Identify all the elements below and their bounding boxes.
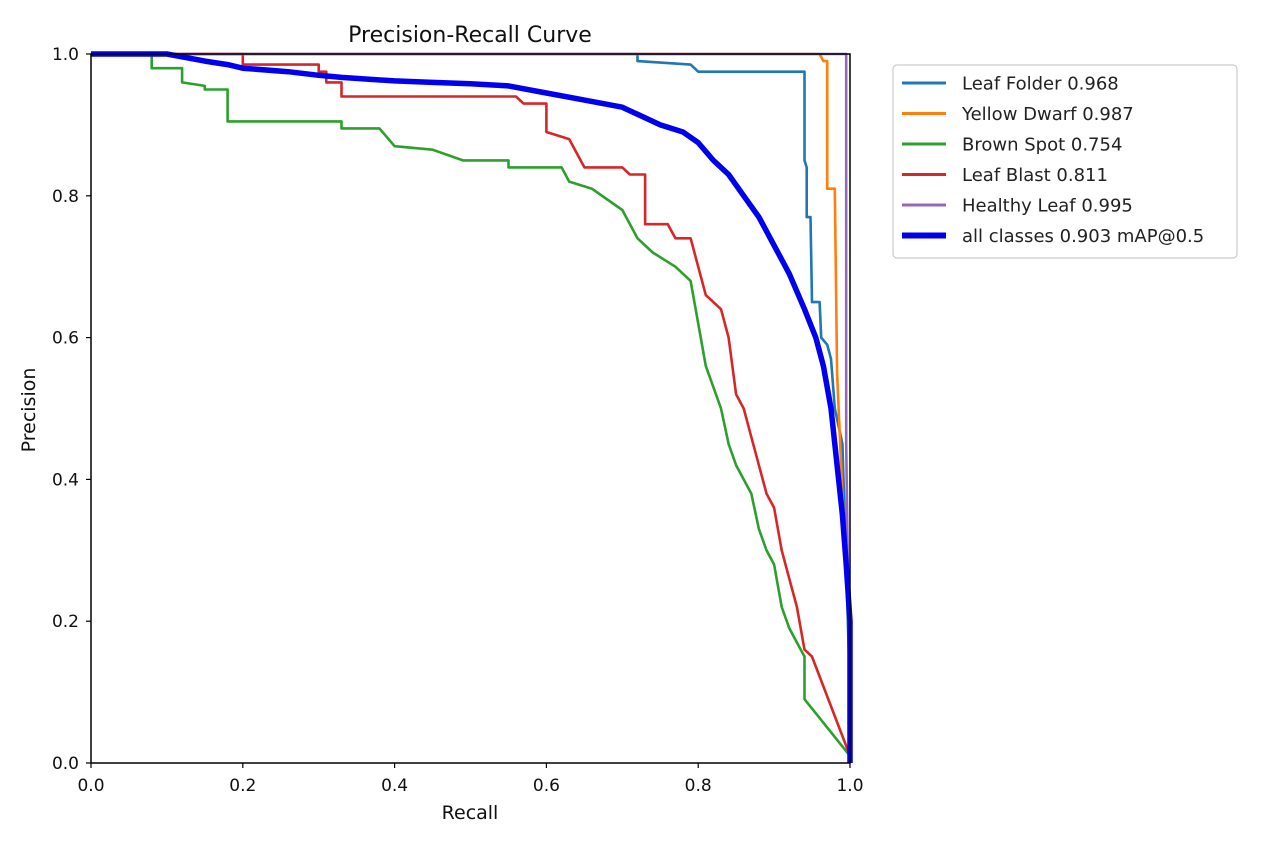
x-tick-label: 0.2 [229, 776, 256, 796]
series-line-2 [91, 52, 852, 757]
y-tick-label: 0.8 [52, 187, 79, 207]
y-axis-title: Precision [18, 368, 40, 453]
y-tick-label: 0.2 [52, 612, 79, 632]
series-group [91, 51, 853, 763]
axis-ticks: 0.0 0.2 0.4 0.6 0.8 1.0 0.0 0.2 0.4 0.6 0.8 1.0 [52, 45, 864, 796]
y-tick-label: 1.0 [52, 45, 79, 65]
x-tick-label: 1.0 [836, 776, 863, 796]
x-tick-label: 0.4 [381, 776, 408, 796]
y-tick-label: 0.4 [52, 470, 79, 490]
series-line-3 [91, 52, 852, 757]
chart-title: Precision-Recall Curve [348, 23, 592, 48]
y-tick-label: 0.6 [52, 329, 79, 349]
y-tick-label: 0.0 [52, 754, 79, 774]
legend-label-2: Brown Spot 0.754 [962, 135, 1122, 156]
legend-label-1: Yellow Dwarf 0.987 [961, 104, 1134, 125]
plot-frame [90, 53, 851, 764]
series-line-0 [91, 52, 852, 763]
legend-box [892, 64, 1238, 259]
legend-label-4: Healthy Leaf 0.995 [962, 196, 1133, 217]
x-tick-label: 0.6 [533, 776, 560, 796]
x-tick-label: 0.0 [77, 776, 104, 796]
series-line-5 [91, 51, 853, 763]
legend-label-0: Leaf Folder 0.968 [962, 74, 1119, 95]
x-axis-title: Recall [442, 802, 499, 824]
x-tick-label: 0.8 [685, 776, 712, 796]
legend-label-3: Leaf Blast 0.811 [962, 165, 1108, 186]
legend: Leaf Folder 0.968 Yellow Dwarf 0.987 Brown… [892, 64, 1238, 259]
legend-label-5: all classes 0.903 mAP@0.5 [962, 226, 1204, 247]
